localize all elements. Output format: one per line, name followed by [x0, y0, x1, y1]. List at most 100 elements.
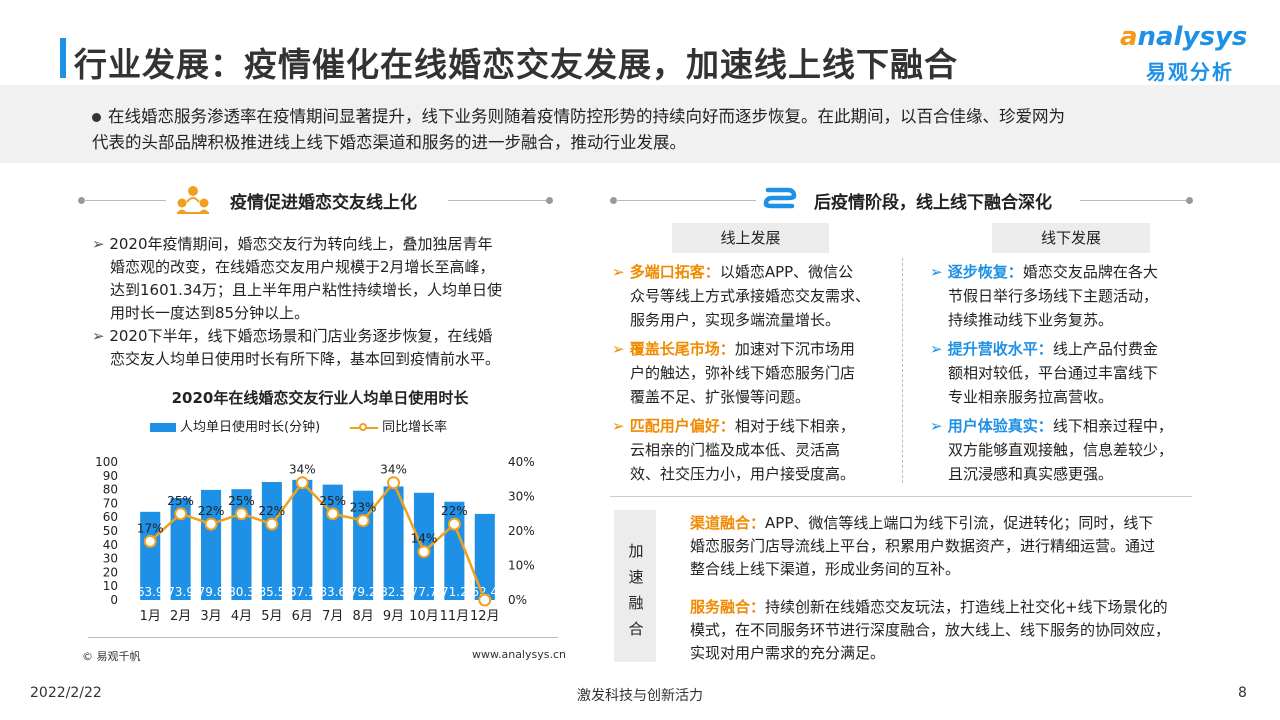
growth-rate-point: [356, 514, 370, 528]
bullet-item: ➢ 2020下半年，线下婚恋场景和门店业务逐步恢复，在线婚 恋交友人均单日使用时…: [92, 327, 501, 368]
section-dot: [1186, 197, 1193, 204]
section-divider: [84, 200, 166, 201]
growth-rate-label: 23%: [350, 501, 377, 515]
growth-rate-label: 22%: [198, 504, 225, 518]
offline-column: ➢ 逐步恢复：婚恋交友品牌在各大 节假日举行多场线下主题活动， 持续推动线下业务…: [930, 260, 1192, 491]
x-axis-tick: 3月: [200, 609, 221, 624]
tab-offline-development: 线下发展: [992, 223, 1150, 253]
bar-value-label: 73.9: [167, 585, 194, 599]
x-axis-tick: 9月: [383, 609, 404, 624]
growth-rate-point: [234, 507, 248, 521]
growth-rate-label: 34%: [289, 463, 316, 477]
bar-value-label: 71.2: [441, 585, 468, 599]
list-item: ➢ 匹配用户偏好：相对于线下相亲， 云相亲的门槛及成本低、灵活高 效、社交压力小…: [612, 417, 856, 483]
legend-label-bar: 人均单日使用时长(分钟): [180, 420, 321, 435]
list-item: ➢ 提升营收水平：线上产品付费金 额相对较低，平台通过丰富线下 专业相亲服务拉高…: [930, 340, 1159, 406]
service-fusion-paragraph: 服务融合：持续创新在线婚恋交友玩法，打造线上社交化+线下场景化的 模式，在不同服…: [690, 598, 1171, 662]
usage-duration-chart: 100908070605040302010040%30%20%10%0%63.9…: [95, 455, 535, 624]
x-axis-tick: 7月: [322, 609, 343, 624]
x-axis-tick: 8月: [352, 609, 373, 624]
right-section-title: 后疫情阶段，线上线下融合深化: [814, 193, 1052, 213]
section-divider: [448, 200, 548, 201]
y-axis-left-tick: 50: [103, 524, 118, 538]
x-axis-tick: 10月: [409, 609, 439, 624]
page-number: 8: [1238, 685, 1247, 701]
growth-rate-label: 25%: [319, 494, 346, 508]
bar: [201, 489, 222, 600]
growth-rate-label: 17%: [137, 521, 164, 535]
bar: [170, 498, 191, 600]
chart-title: 2020年在线婚恋交友行业人均单日使用时长: [171, 389, 469, 407]
y-axis-left-tick: 70: [103, 496, 118, 510]
source-url: www.analysys.cn: [472, 648, 566, 661]
y-axis-left-tick: 20: [103, 565, 118, 579]
growth-rate-point: [204, 517, 218, 531]
chevron-right-icon: ➢: [612, 340, 630, 358]
bar-value-label: 62.4: [471, 585, 498, 599]
growth-rate-label: 34%: [380, 463, 407, 477]
accel-label-box: [614, 510, 656, 662]
y-axis-right-tick: 40%: [508, 455, 535, 469]
bar: [474, 513, 495, 600]
intro-band: [0, 85, 1280, 163]
growth-rate-point: [447, 517, 461, 531]
chart-footer-divider: [88, 637, 558, 638]
growth-rate-point: [265, 517, 279, 531]
logo-chinese: 易观分析: [1146, 60, 1234, 84]
y-axis-left-tick: 100: [95, 455, 118, 469]
analysys-logo: analysys 易观分析: [1120, 22, 1252, 84]
chevron-right-icon: ➢: [930, 340, 948, 358]
merge-flow-icon: [763, 187, 797, 209]
y-axis-right-tick: 30%: [508, 490, 535, 504]
legend-line-swatch: [350, 422, 379, 434]
y-axis-left-tick: 30: [103, 552, 118, 566]
bar: [140, 511, 161, 600]
growth-rate-label: 22%: [441, 504, 468, 518]
left-bullets: ➢ 2020年疫情期间，婚恋交友行为转向线上，叠加独居青年 婚恋观的改变，在线婚…: [92, 233, 532, 371]
y-axis-left-tick: 90: [103, 469, 118, 483]
x-axis-tick: 5月: [261, 609, 282, 624]
growth-rate-label: 25%: [228, 494, 255, 508]
y-axis-left-tick: 0: [110, 593, 118, 607]
online-column: ➢ 多端口拓客：以婚恋APP、微信公 众号等线上方式承接婚恋交友需求、 服务用户…: [612, 260, 897, 491]
channel-fusion-paragraph: 渠道融合：APP、微信等线上端口为线下引流，促进转化；同时，线下 婚恋服务门店导…: [690, 514, 1156, 578]
chevron-right-icon: ➢: [930, 417, 948, 435]
growth-rate-point: [326, 507, 340, 521]
y-axis-left-tick: 80: [103, 483, 118, 497]
accel-label: 加速融合: [628, 542, 644, 638]
tab-online-development: 线上发展: [672, 223, 829, 253]
growth-rate-label: 25%: [167, 494, 194, 508]
x-axis-tick: 4月: [231, 609, 252, 624]
section-dot: [546, 197, 553, 204]
growth-rate-point: [478, 593, 492, 607]
section-dot: [78, 197, 85, 204]
column-divider: [902, 258, 903, 483]
y-axis-right-tick: 0%: [508, 593, 527, 607]
list-item: ➢ 用户体验真实：线下相亲过程中， 双方能够直观接触，信息差较少， 且沉浸感和真…: [930, 417, 1174, 483]
bar-value-label: 77.7: [411, 585, 438, 599]
chevron-right-icon: ➢: [92, 327, 110, 345]
growth-rate-label: 14%: [411, 532, 438, 546]
chevron-right-icon: ➢: [612, 417, 630, 435]
y-axis-right-tick: 20%: [508, 524, 535, 538]
section-divider: [616, 200, 756, 201]
footer-slogan: 激发科技与创新活力: [577, 688, 703, 704]
section-dot: [610, 197, 617, 204]
section-divider: [1080, 200, 1186, 201]
bar-value-label: 87.1: [289, 585, 316, 599]
title-accent-bar: [60, 38, 66, 78]
bullet-dot: [92, 113, 101, 122]
x-axis-tick: 6月: [292, 609, 313, 624]
bullet-item: ➢ 2020年疫情期间，婚恋交友行为转向线上，叠加独居青年 婚恋观的改变，在线婚…: [92, 235, 503, 322]
bar-value-label: 63.9: [137, 585, 164, 599]
bar: [261, 482, 282, 600]
section-divider: [610, 496, 1192, 497]
legend-bar-swatch: [150, 423, 176, 432]
growth-rate-label: 22%: [259, 504, 286, 518]
y-axis-left-tick: 10: [103, 579, 118, 593]
growth-rate-point: [295, 476, 309, 490]
bar-value-label: 80.3: [228, 585, 255, 599]
list-item: ➢ 覆盖长尾市场：加速对下沉市场用 户的触达，弥补线下婚恋服务门店 覆盖不足、扩…: [612, 340, 856, 406]
chart-legend: 人均单日使用时长(分钟) 同比增长率: [150, 416, 447, 435]
y-axis-left-tick: 60: [103, 510, 118, 524]
